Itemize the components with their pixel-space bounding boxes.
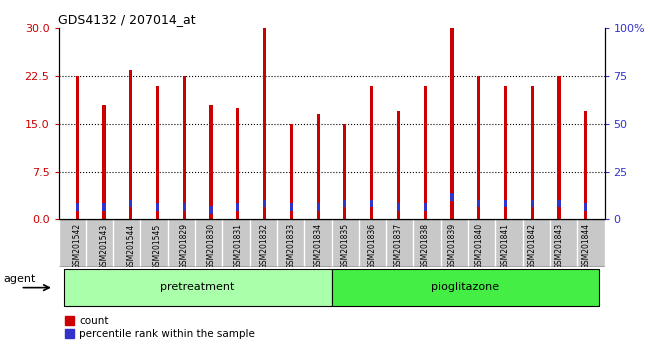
Bar	[477, 200, 480, 207]
Bar	[236, 108, 239, 219]
Text: GSM201837: GSM201837	[394, 223, 403, 269]
Bar	[317, 114, 320, 219]
Text: GSM201843: GSM201843	[554, 223, 564, 269]
Bar	[370, 86, 373, 219]
Bar	[450, 28, 454, 219]
Bar	[530, 200, 534, 207]
Bar	[396, 111, 400, 219]
Text: GSM201831: GSM201831	[233, 223, 242, 269]
Text: GSM201835: GSM201835	[341, 223, 350, 269]
Bar	[236, 203, 239, 211]
Bar	[317, 203, 320, 211]
Bar	[504, 200, 507, 207]
Text: GSM201543: GSM201543	[99, 223, 109, 269]
Bar	[263, 28, 266, 219]
Text: GSM201841: GSM201841	[501, 223, 510, 269]
Bar	[129, 70, 133, 219]
Bar	[103, 105, 105, 219]
Bar	[558, 200, 560, 207]
Bar	[290, 203, 293, 211]
Bar	[584, 111, 588, 219]
Bar	[530, 86, 534, 219]
Text: GSM201840: GSM201840	[474, 223, 483, 269]
Text: GSM201836: GSM201836	[367, 223, 376, 269]
Text: GSM201838: GSM201838	[421, 223, 430, 269]
Text: agent: agent	[3, 274, 35, 284]
Bar	[75, 76, 79, 219]
Bar	[396, 203, 400, 211]
Text: GSM201844: GSM201844	[581, 223, 590, 269]
Bar	[424, 203, 427, 211]
Bar	[584, 203, 588, 211]
Bar	[156, 203, 159, 211]
Bar	[558, 76, 560, 219]
Bar	[263, 200, 266, 207]
Text: GSM201842: GSM201842	[528, 223, 537, 269]
Text: GSM201834: GSM201834	[313, 223, 322, 269]
Text: GDS4132 / 207014_at: GDS4132 / 207014_at	[58, 13, 196, 26]
Bar	[209, 105, 213, 219]
Bar	[370, 200, 373, 207]
Bar	[343, 124, 346, 219]
Bar	[332, 269, 599, 306]
Bar	[504, 86, 507, 219]
Text: pioglitazone: pioglitazone	[431, 282, 499, 292]
Text: pretreatment: pretreatment	[161, 282, 235, 292]
Bar	[183, 76, 186, 219]
Bar	[129, 200, 133, 207]
Text: GSM201544: GSM201544	[126, 223, 135, 269]
Bar	[424, 86, 427, 219]
Bar	[64, 269, 332, 306]
Bar	[156, 86, 159, 219]
Bar	[75, 203, 79, 211]
Bar	[290, 124, 293, 219]
Bar	[477, 76, 480, 219]
Text: GSM201839: GSM201839	[447, 223, 456, 269]
Text: GSM201542: GSM201542	[73, 223, 82, 269]
Text: GSM201830: GSM201830	[207, 223, 216, 269]
Bar	[183, 203, 186, 211]
Legend: count, percentile rank within the sample: count, percentile rank within the sample	[64, 315, 256, 340]
Bar	[343, 200, 346, 207]
Text: GSM201832: GSM201832	[260, 223, 269, 269]
Text: GSM201833: GSM201833	[287, 223, 296, 269]
Bar	[209, 206, 213, 214]
Bar	[450, 193, 454, 201]
Text: GSM201545: GSM201545	[153, 223, 162, 269]
Text: GSM201829: GSM201829	[180, 223, 188, 269]
Bar	[103, 203, 105, 211]
